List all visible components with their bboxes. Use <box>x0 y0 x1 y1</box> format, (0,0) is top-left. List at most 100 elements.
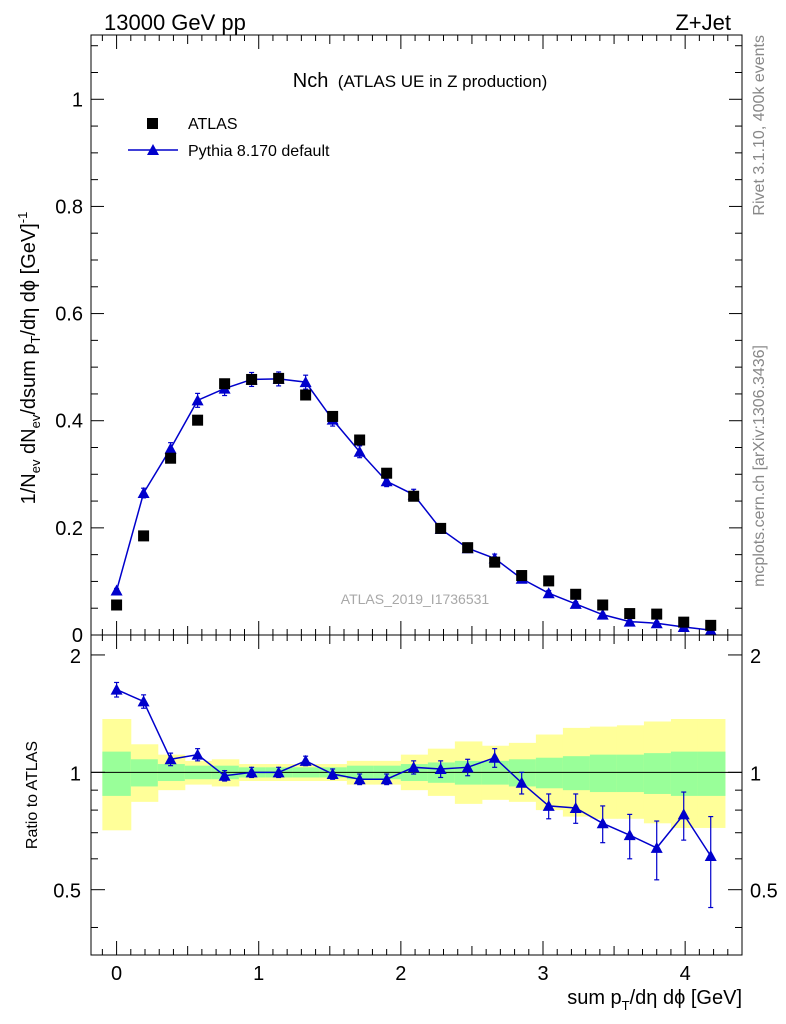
ratio-ytick-label-left: 1 <box>70 763 81 785</box>
ratio-panel: 0.5 0.5 1 1 2 2 0 1 2 3 4 Ratio to ATLAS sum pT/d… <box>24 634 778 1013</box>
legend: ATLAS Pythia 8.170 default <box>128 116 330 160</box>
ratio-pythia-point <box>434 762 447 774</box>
pythia-point <box>191 394 204 406</box>
ratio-pythia-point <box>245 766 258 778</box>
ratio-pythia-point <box>353 773 366 785</box>
ratio-pythia-series <box>110 681 717 909</box>
ratio-bands <box>102 719 726 831</box>
ratio-pythia-point <box>515 776 528 788</box>
watermark: ATLAS_2019_I1736531 <box>341 591 490 607</box>
ratio-band-inner <box>643 753 672 794</box>
ratio-band-inner <box>616 754 645 793</box>
atlas-point <box>111 599 123 611</box>
ratio-ytick-label-right: 1 <box>750 763 761 785</box>
main-ytick-label: 0.2 <box>55 518 83 540</box>
atlas-point <box>165 452 177 464</box>
atlas-point <box>327 410 339 422</box>
main-ytick-labels: 0 0.2 0.4 0.6 0.8 1 <box>55 89 83 647</box>
ratio-pythia-point <box>542 799 555 811</box>
atlas-point <box>138 530 150 542</box>
atlas-point <box>246 373 258 385</box>
ratio-pythia-point <box>326 768 339 780</box>
atlas-point <box>543 575 555 587</box>
plot-title: Nch (ATLAS UE in Z production) <box>293 70 547 92</box>
mcplots-label: mcplots.cern.ch [arXiv:1306.3436] <box>751 345 768 587</box>
atlas-point <box>624 608 636 620</box>
x-tick-label: 2 <box>395 963 406 985</box>
ratio-band-inner <box>670 751 699 796</box>
ratio-pythia-point <box>299 754 312 766</box>
ratio-ytick-labels: 0.5 0.5 1 1 2 2 <box>53 646 778 903</box>
ratio-frame <box>90 634 743 956</box>
pythia-point <box>596 608 609 620</box>
atlas-point <box>300 389 312 401</box>
atlas-point <box>570 588 582 600</box>
pythia-point <box>110 584 123 596</box>
main-ylabel: 1/Nev dNev/dsum pT/dη dϕ [GeV]-1 <box>15 212 43 505</box>
ratio-band-inner <box>697 751 726 796</box>
ratio-pythia-point <box>110 683 123 695</box>
ratio-pythia-point <box>704 850 717 862</box>
rivet-label: Rivet 3.1.10, 400k events <box>751 35 768 216</box>
ratio-band-inner <box>130 759 159 787</box>
atlas-point <box>462 542 474 554</box>
ratio-ytick-label-left: 0.5 <box>53 881 81 903</box>
ratio-pythia-point <box>272 766 285 778</box>
pythia-point <box>569 597 582 609</box>
ratio-pythia-point <box>461 761 474 773</box>
pythia-point <box>542 587 555 599</box>
ratio-pythia-point <box>650 841 663 853</box>
x-tick-label: 3 <box>537 963 548 985</box>
main-ytick-label: 1 <box>72 89 83 111</box>
header-right: Z+Jet <box>675 10 731 35</box>
legend-atlas-marker <box>147 118 158 129</box>
main-panel: 0 0.2 0.4 0.6 0.8 1 Nch (ATLAS UE in Z produc… <box>15 34 743 647</box>
ratio-pythia-point <box>623 829 636 841</box>
ratio-band-inner <box>535 757 564 789</box>
legend-pythia-label: Pythia 8.170 default <box>188 143 330 160</box>
pythia-point <box>650 617 663 629</box>
ratio-pythia-point <box>488 751 501 763</box>
pythia-point <box>299 376 312 388</box>
plot-title-sub: (ATLAS UE in Z production) <box>338 72 547 91</box>
ratio-pythia-point <box>407 761 420 773</box>
pythia-point <box>623 615 636 627</box>
main-ytick-label: 0.6 <box>55 304 83 326</box>
main-ytick-label: 0.4 <box>55 411 83 433</box>
ratio-pythia-point <box>164 753 177 765</box>
ratio-band-inner <box>589 754 618 793</box>
atlas-point <box>489 556 501 568</box>
atlas-series <box>111 372 717 631</box>
ratio-pythia-point <box>137 695 150 707</box>
ratio-ylabel: Ratio to ATLAS <box>24 741 41 849</box>
ratio-ytick-label-right: 2 <box>750 646 761 668</box>
main-ytick-label: 0 <box>72 625 83 647</box>
ratio-pythia-point <box>569 802 582 814</box>
atlas-point <box>354 434 366 446</box>
ratio-band-inner <box>562 756 591 791</box>
ratio-band-inner <box>102 751 132 796</box>
x-tick-labels: 0 1 2 3 4 <box>111 963 691 985</box>
ratio-pythia-point <box>596 817 609 829</box>
ratio-ytick-label-left: 2 <box>70 646 81 668</box>
pythia-point <box>164 442 177 454</box>
ratio-pythia-point <box>218 769 231 781</box>
legend-pythia-marker <box>147 144 159 155</box>
pythia-point <box>380 475 393 487</box>
x-axis-label: sum pT/dη dϕ [GeV] <box>567 987 742 1013</box>
ratio-pythia-point <box>191 748 204 760</box>
pythia-point <box>137 487 150 499</box>
legend-atlas-label: ATLAS <box>188 116 238 133</box>
x-tick-label: 0 <box>111 963 122 985</box>
main-ytick-label: 0.8 <box>55 196 83 218</box>
atlas-point <box>408 490 420 502</box>
atlas-point <box>381 467 393 479</box>
atlas-point <box>651 608 663 620</box>
atlas-point <box>516 570 528 582</box>
x-tick-label: 1 <box>253 963 264 985</box>
plot-title-main: Nch <box>293 70 329 92</box>
ratio-ytick-label-right: 0.5 <box>750 881 778 903</box>
x-tick-label: 4 <box>680 963 691 985</box>
atlas-point <box>678 616 690 628</box>
